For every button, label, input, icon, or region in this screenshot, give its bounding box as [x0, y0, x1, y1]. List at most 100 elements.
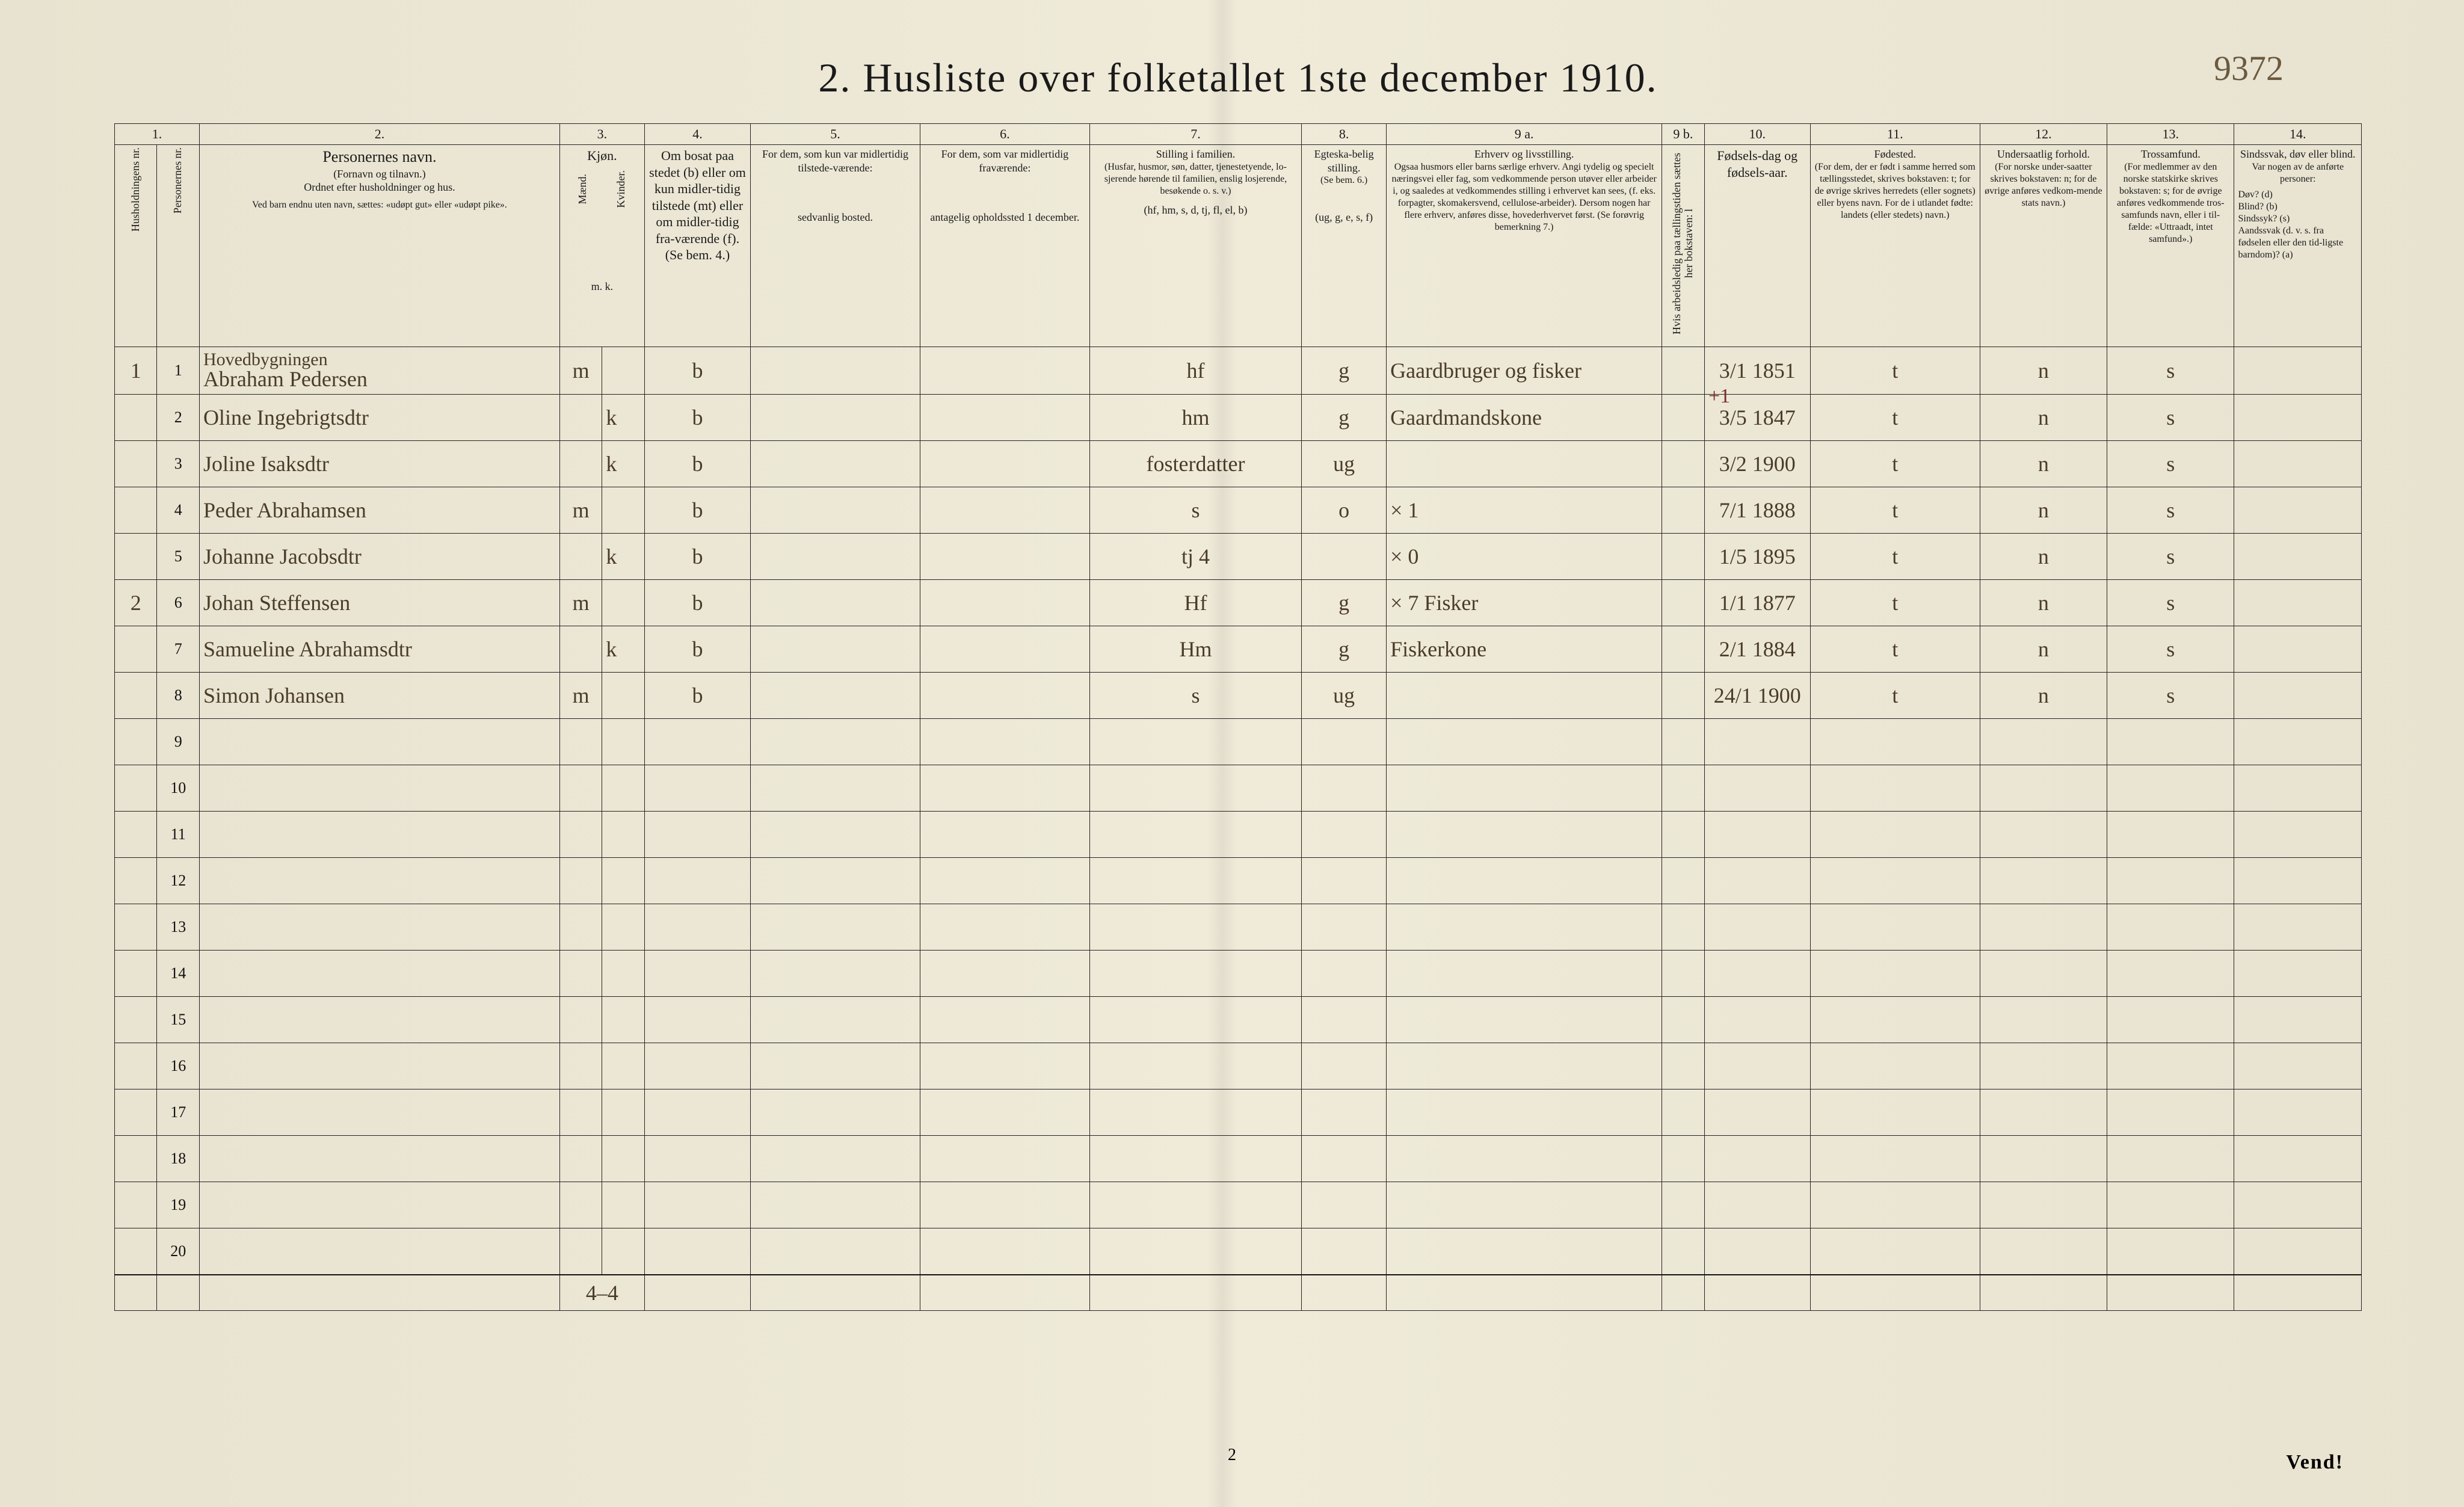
cell-mar: ug — [1302, 672, 1387, 718]
cell-empty — [1662, 718, 1704, 765]
cell-empty — [2234, 1043, 2362, 1089]
cell-c5 — [751, 626, 920, 672]
cell-empty — [199, 765, 559, 811]
cell-empty: 11 — [157, 811, 199, 857]
cell-c14 — [2234, 672, 2362, 718]
cell-empty — [1302, 1135, 1387, 1182]
cell-empty — [1704, 1135, 1810, 1182]
cell-empty — [602, 1135, 644, 1182]
cell-empty — [115, 996, 157, 1043]
cell-empty — [1704, 1182, 1810, 1228]
table-row: 8Simon Johansenmbsug24/1 1900tns — [115, 672, 2362, 718]
head-occ-a: Erhverv og livsstilling. — [1390, 147, 1658, 161]
cell-c6 — [920, 533, 1089, 579]
cell-empty — [2234, 950, 2362, 996]
head-c14-c: Døv? (d) Blind? (b) Sindssyk? (s) Aandss… — [2238, 189, 2358, 261]
cell-pn: 4 — [157, 487, 199, 533]
cell-mar: o — [1302, 487, 1387, 533]
table-row: 19 — [115, 1182, 2362, 1228]
cell-empty — [644, 1135, 750, 1182]
cell-empty — [751, 1089, 920, 1135]
table-row: 10 — [115, 765, 2362, 811]
head-sex-k: Kvinder. — [615, 170, 627, 208]
cell-empty — [1980, 1043, 2107, 1089]
cell-dob: 24/1 1900 — [1704, 672, 1810, 718]
cell-empty: 15 — [157, 996, 199, 1043]
cell-name: Samueline Abrahamsdtr — [199, 626, 559, 672]
cell-dob: 1/1 1877 — [1704, 579, 1810, 626]
cell-sex — [559, 626, 602, 672]
cell-empty — [920, 1182, 1089, 1228]
cell-empty — [1662, 811, 1704, 857]
head-fam-c: (hf, hm, s, d, tj, fl, el, b) — [1094, 203, 1298, 217]
cell-empty — [115, 1043, 157, 1089]
cell-empty — [1662, 1089, 1704, 1135]
cell-footer — [2234, 1275, 2362, 1311]
cell-empty — [1387, 996, 1662, 1043]
cell-empty — [1089, 1135, 1301, 1182]
cell-empty — [199, 811, 559, 857]
head-name: Personernes navn. (Fornavn og tilnavn.) … — [199, 145, 559, 347]
cell-name: Joline Isaksdtr — [199, 440, 559, 487]
cell-sex2 — [602, 347, 644, 394]
cell-empty — [1704, 811, 1810, 857]
cell-empty — [1704, 718, 1810, 765]
cell-empty — [602, 1043, 644, 1089]
cell-sex — [559, 533, 602, 579]
cell-empty — [1302, 1182, 1387, 1228]
cell-empty — [1302, 1043, 1387, 1089]
cell-empty — [2234, 904, 2362, 950]
cell-occ — [1387, 440, 1662, 487]
colnum-6: 6. — [920, 124, 1089, 145]
cell-occ: Gaardbruger og fisker — [1387, 347, 1662, 394]
cell-footer — [199, 1275, 559, 1311]
head-name-sub3: Ved barn endnu uten navn, sættes: «udøpt… — [203, 199, 556, 211]
cell-empty — [751, 811, 920, 857]
cell-fam: s — [1089, 672, 1301, 718]
cell-empty — [2107, 811, 2234, 857]
cell-empty — [1387, 950, 1662, 996]
cell-empty — [644, 811, 750, 857]
cell-empty — [559, 857, 602, 904]
cell-empty — [1302, 1228, 1387, 1275]
cell-birth: t — [1810, 672, 1980, 718]
cell-c6 — [920, 347, 1089, 394]
cell-c6 — [920, 440, 1089, 487]
binding-shadow — [1207, 0, 1237, 1507]
cell-c14 — [2234, 440, 2362, 487]
colnum-2: 2. — [199, 124, 559, 145]
cell-empty — [1810, 765, 1980, 811]
cell-empty — [2107, 904, 2234, 950]
cell-empty — [751, 1228, 920, 1275]
cell-empty — [1980, 718, 2107, 765]
cell-nat: n — [1980, 533, 2107, 579]
cell-empty — [2107, 1228, 2234, 1275]
cell-empty — [1089, 857, 1301, 904]
cell-fam: s — [1089, 487, 1301, 533]
cell-c14 — [2234, 487, 2362, 533]
cell-empty — [920, 718, 1089, 765]
cell-empty — [115, 857, 157, 904]
cell-empty — [115, 1089, 157, 1135]
table-body: 11HovedbygningenAbraham PedersenmbhfgGaa… — [115, 347, 2362, 1310]
table-row: 3Joline Isaksdtrkbfosterdatterug3/2 1900… — [115, 440, 2362, 487]
cell-empty — [1387, 765, 1662, 811]
cell-empty — [2234, 718, 2362, 765]
cell-empty — [1980, 811, 2107, 857]
head-rel-a: Trossamfund. — [2111, 147, 2230, 161]
cell-c14 — [2234, 347, 2362, 394]
head-hh: Husholdningens nr. — [115, 145, 157, 347]
cell-empty — [115, 1135, 157, 1182]
cell-mar: g — [1302, 347, 1387, 394]
cell-empty — [1980, 996, 2107, 1043]
cell-empty — [559, 765, 602, 811]
head-name-title: Personernes navn. — [203, 147, 556, 167]
head-name-sub2: Ordnet efter husholdninger og hus. — [203, 180, 556, 194]
colnum-13: 13. — [2107, 124, 2234, 145]
cell-empty — [602, 718, 644, 765]
head-dob: Fødsels-dag og fødsels-aar. — [1704, 145, 1810, 347]
colnum-1: 1. — [115, 124, 200, 145]
table-head: 1. 2. 3. 4. 5. 6. 7. 8. 9 a. 9 b. 10. 11… — [115, 124, 2362, 347]
cell-footer — [1089, 1275, 1301, 1311]
cell-empty — [751, 857, 920, 904]
